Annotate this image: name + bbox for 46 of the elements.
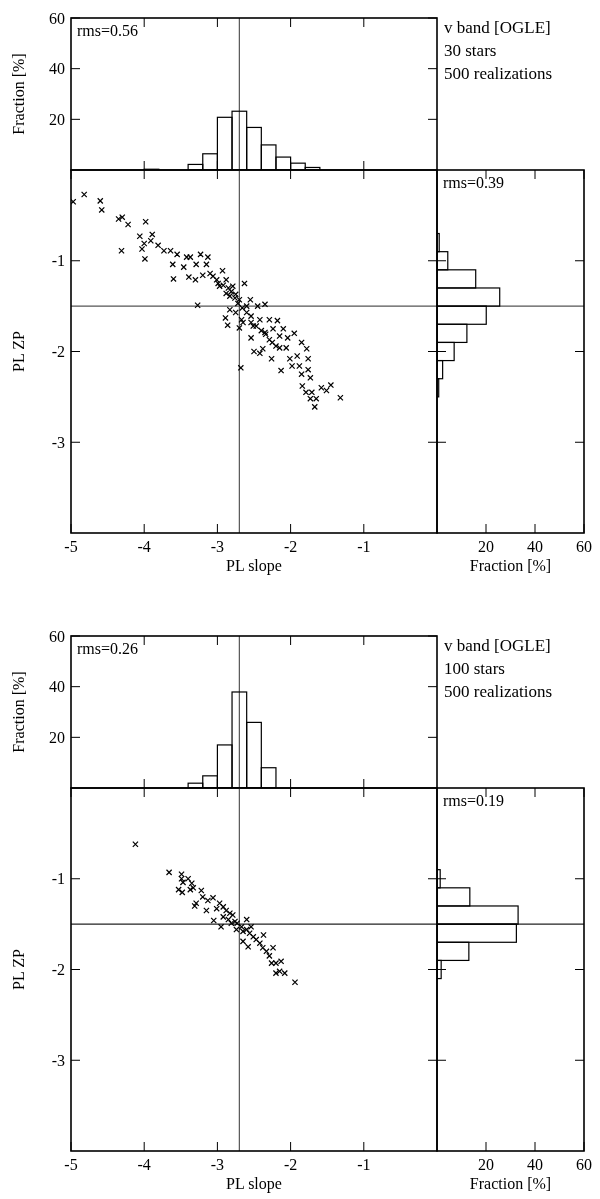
x-tick-label: -2 (283, 1156, 298, 1173)
y-tick-label: -2 (51, 961, 65, 979)
x-tick-label: 40 (527, 538, 543, 555)
x-tick-label: -3 (210, 538, 225, 555)
x-tick-label: 60 (576, 538, 592, 555)
y-tick-label: -3 (51, 1051, 65, 1069)
y-tick-label: 40 (49, 60, 65, 78)
y-tick-label: -1 (51, 252, 65, 270)
y-axis-title: Fraction [%] (10, 53, 27, 135)
annotation: rms=0.19 (443, 792, 505, 809)
y-tick-label: 20 (49, 110, 65, 128)
annotation: rms=0.56 (77, 22, 139, 39)
x-tick-label: -1 (357, 538, 371, 555)
text: 500 realizations (444, 682, 553, 701)
y-tick-label: 20 (49, 728, 65, 746)
x-tick-label: -3 (210, 1156, 225, 1173)
text: v band [OGLE] (444, 18, 551, 37)
text: 30 stars (444, 41, 497, 60)
y-tick-label: 40 (49, 678, 65, 696)
text: 500 realizations (444, 64, 553, 83)
x-tick-label: 20 (478, 1156, 494, 1173)
x-axis-title: Fraction [%] (469, 557, 552, 574)
y-tick-label: -1 (51, 870, 65, 888)
x-tick-label: -4 (137, 538, 151, 555)
x-axis-title: Fraction [%] (469, 1175, 552, 1192)
x-tick-label: 20 (478, 538, 494, 555)
y-axis-title: PL ZP (10, 949, 27, 990)
x-tick-label: 60 (576, 1156, 592, 1173)
annotation: rms=0.26 (77, 640, 139, 657)
y-tick-label: 60 (49, 627, 65, 645)
x-tick-label: -5 (64, 538, 78, 555)
x-axis-title: PL slope (226, 557, 282, 575)
x-axis-title: PL slope (226, 1175, 282, 1193)
x-tick-label: 40 (527, 1156, 543, 1173)
y-tick-label: 60 (49, 9, 65, 27)
y-tick-label: -2 (51, 343, 65, 361)
text: 100 stars (444, 659, 505, 678)
x-tick-label: -1 (357, 1156, 371, 1173)
x-tick-label: -2 (283, 538, 298, 555)
x-tick-label: -4 (137, 1156, 151, 1173)
y-axis-title: PL ZP (10, 331, 27, 372)
annotation: rms=0.39 (443, 174, 505, 191)
y-axis-title: Fraction [%] (10, 671, 27, 753)
x-tick-label: -5 (64, 1156, 78, 1173)
y-tick-label: -3 (51, 433, 65, 451)
text: v band [OGLE] (444, 636, 551, 655)
